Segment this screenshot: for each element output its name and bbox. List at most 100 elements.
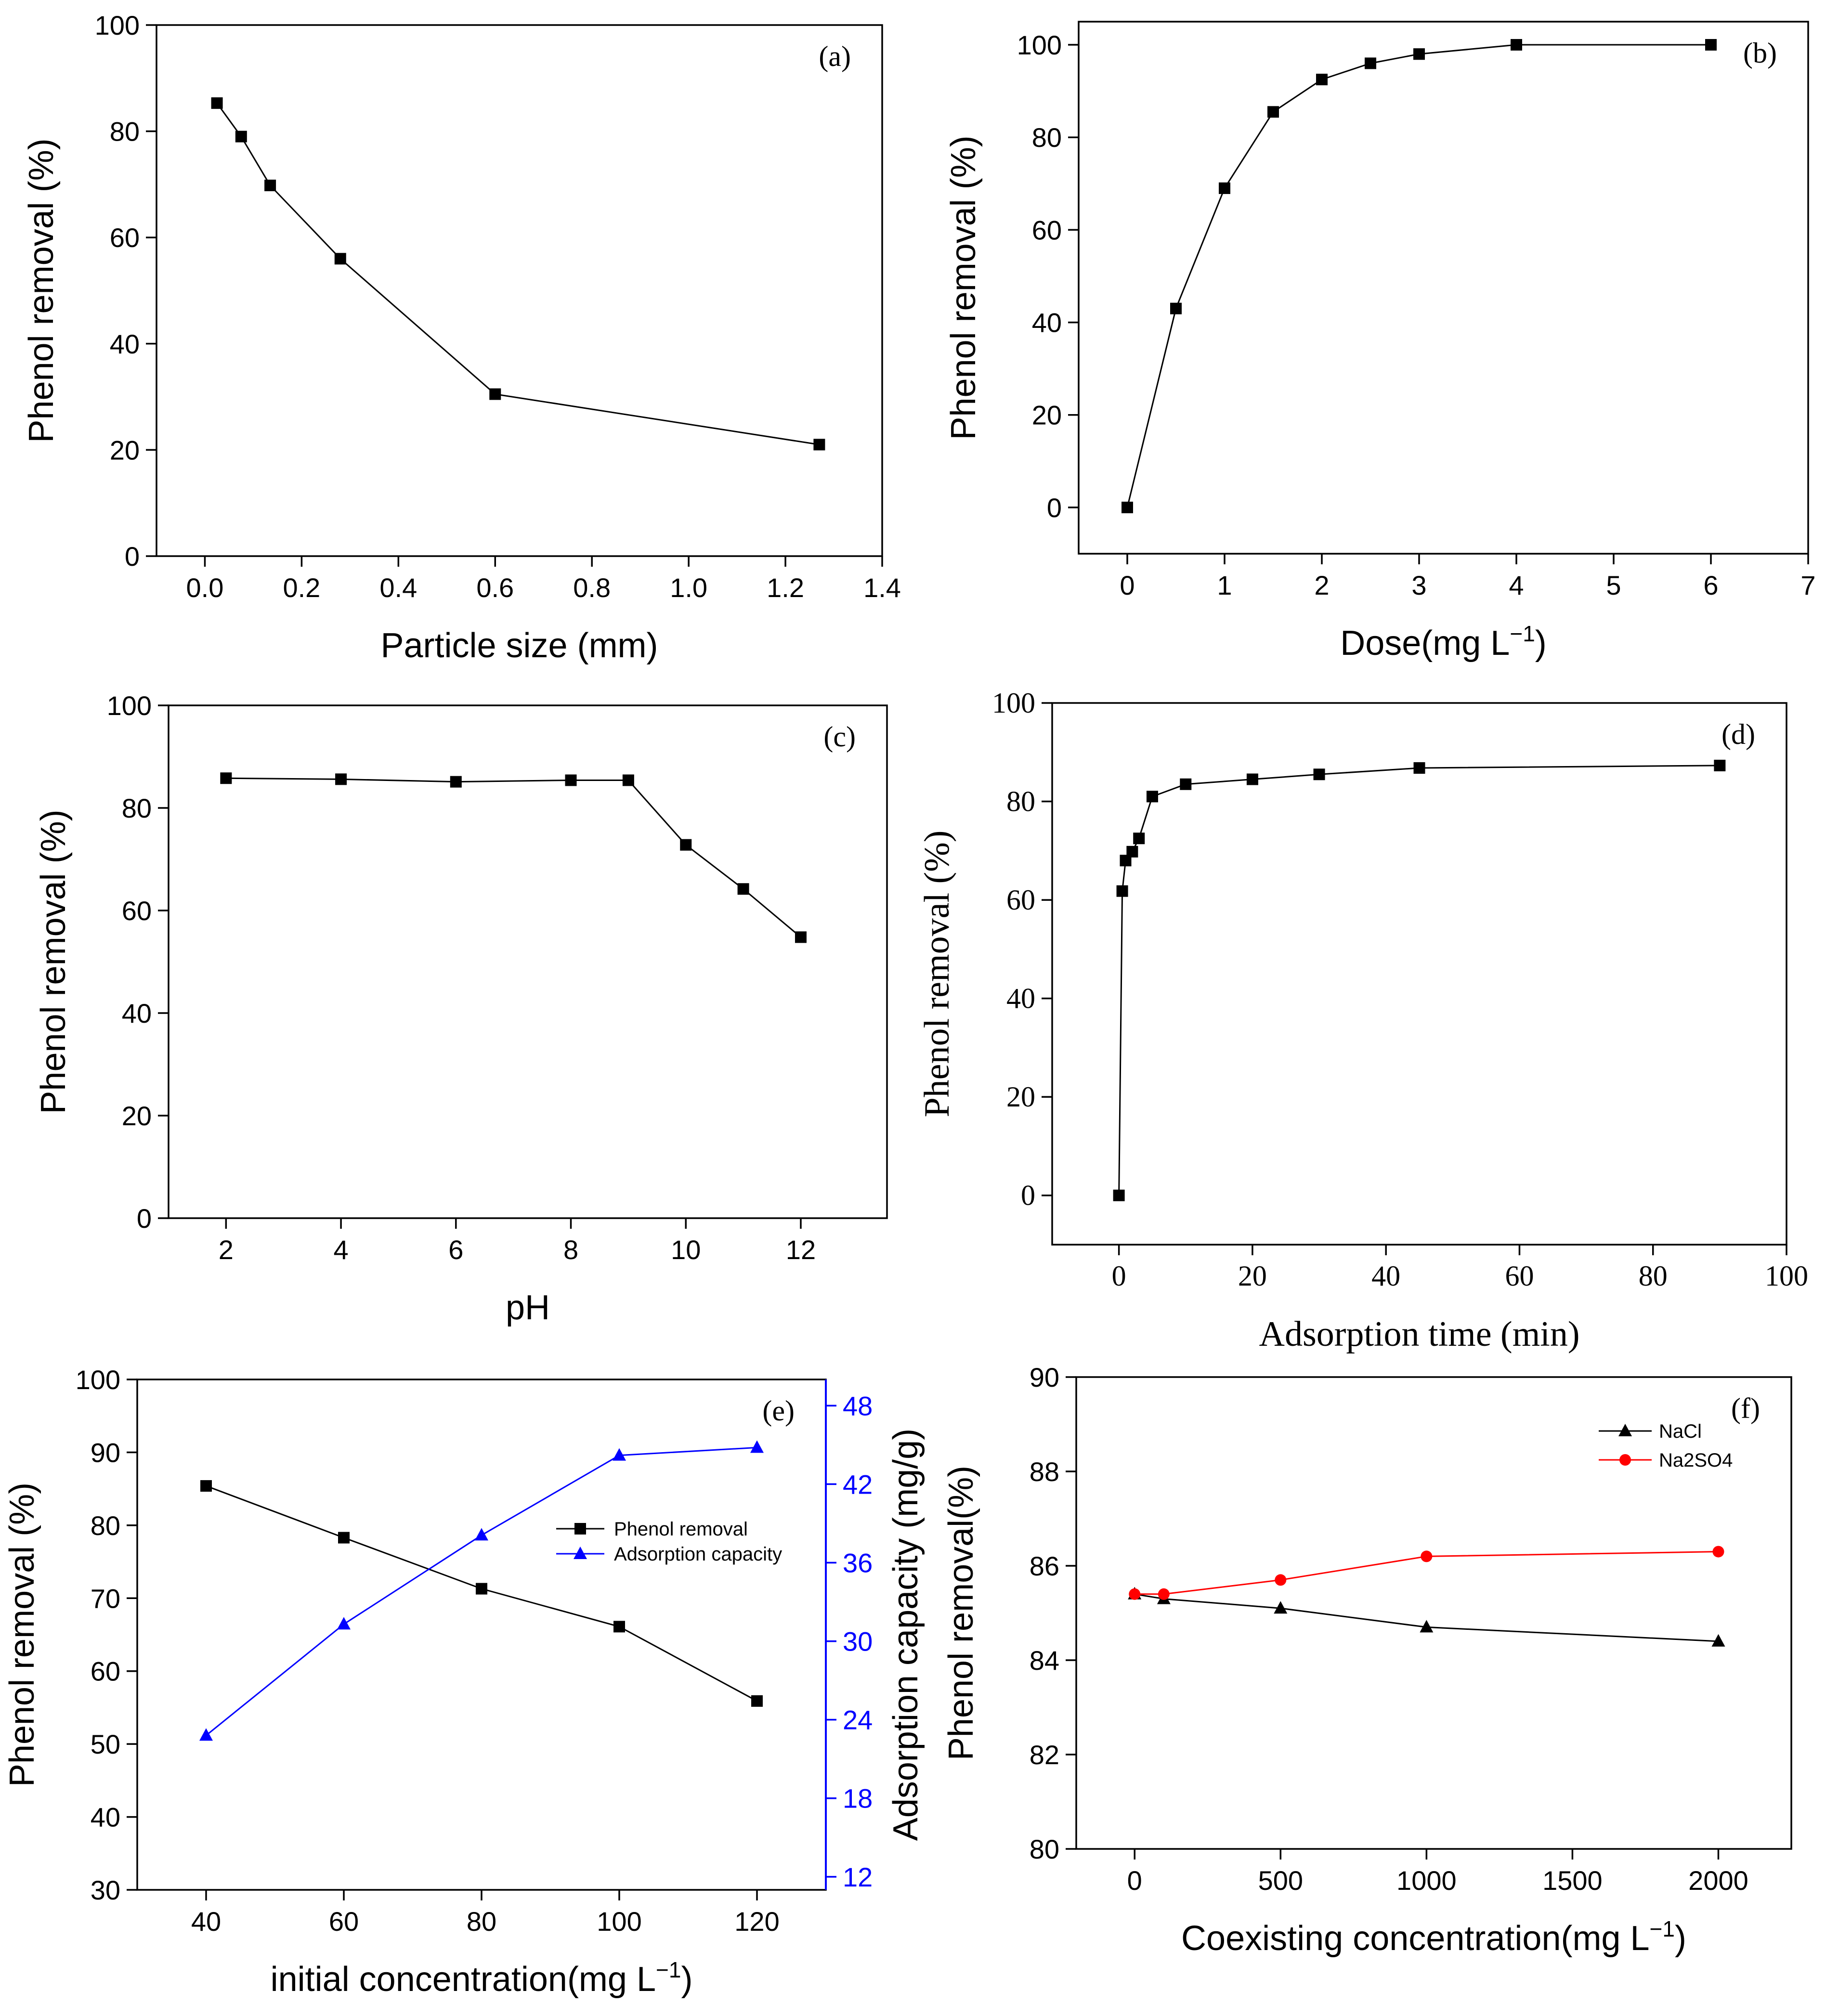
data-point bbox=[1511, 39, 1522, 51]
x-tick-label: 7 bbox=[1800, 570, 1815, 600]
panel-f: 0 500 1000 1500 2000 80 82 84 86 88 90 Coexisting c… bbox=[942, 1362, 1792, 1958]
panel-label: (a) bbox=[819, 40, 851, 72]
panel-b: 0 1 2 3 4 5 6 7 0 20 40 60 80 100 Dose(mg L−1) Phenol r… bbox=[944, 21, 1816, 663]
y-tick-label: 80 bbox=[1032, 122, 1062, 153]
x-tick-label: 1.4 bbox=[863, 572, 901, 603]
y-axis-title: Phenol removal (%) bbox=[3, 1483, 41, 1787]
data-point bbox=[1413, 762, 1425, 774]
y-tick-label: 100 bbox=[76, 1365, 120, 1395]
x-tick-label: 4 bbox=[334, 1235, 349, 1265]
y-tick-label: 20 bbox=[122, 1101, 152, 1131]
x-axis-title-superscript: −1 bbox=[1650, 1916, 1675, 1941]
plot-frame-e bbox=[136, 1379, 827, 1891]
x-tick-label: 2 bbox=[1314, 570, 1329, 600]
data-point bbox=[450, 776, 462, 788]
y-tick-label: 90 bbox=[91, 1437, 120, 1468]
data-point bbox=[750, 1440, 764, 1453]
y-tick-label: 50 bbox=[91, 1729, 120, 1759]
y-tick-label: 40 bbox=[1006, 983, 1035, 1015]
x-tick-label: 0 bbox=[1127, 1865, 1142, 1896]
x-tick-label: 1000 bbox=[1396, 1865, 1457, 1896]
y-tick-label: 30 bbox=[91, 1875, 120, 1905]
x-axis-title: Particle size (mm) bbox=[380, 626, 658, 665]
x-tick-label: 2 bbox=[219, 1235, 234, 1265]
data-point bbox=[334, 253, 346, 265]
data-point bbox=[613, 1621, 625, 1633]
data-point bbox=[235, 130, 247, 143]
data-point bbox=[1126, 845, 1138, 858]
x-tick-label: 100 bbox=[1765, 1260, 1808, 1292]
y-axis-title: Phenol removal (%) bbox=[944, 135, 983, 440]
data-point bbox=[1116, 885, 1128, 897]
y-tick-label: 40 bbox=[91, 1802, 120, 1833]
x-axis-title: pH bbox=[506, 1288, 550, 1327]
x-tick-label: 1 bbox=[1217, 570, 1232, 600]
y2-axis-title: Adsorption capacity (mg/g) bbox=[887, 1429, 925, 1841]
x-tick-label: 40 bbox=[1371, 1260, 1400, 1292]
data-point bbox=[337, 1617, 351, 1630]
x-tick-label: 60 bbox=[329, 1906, 359, 1937]
y-tick-label: 40 bbox=[110, 329, 140, 359]
x-axis-title-superscript: −1 bbox=[656, 1957, 681, 1982]
y2-tick-label: 30 bbox=[843, 1626, 873, 1657]
data-point bbox=[338, 1532, 350, 1544]
y-tick-label: 88 bbox=[1030, 1457, 1059, 1487]
y-axis-title: Phenol removal(%) bbox=[942, 1466, 980, 1760]
y-tick-label: 70 bbox=[91, 1583, 120, 1613]
series-line-phenol-removal bbox=[216, 103, 820, 445]
x-tick-label: 100 bbox=[597, 1906, 641, 1937]
x-tick-label: 500 bbox=[1258, 1865, 1303, 1896]
data-point bbox=[489, 388, 501, 400]
data-point bbox=[795, 931, 807, 943]
x-tick-label: 6 bbox=[448, 1235, 463, 1265]
data-point bbox=[211, 97, 223, 109]
plot-frame-a bbox=[156, 24, 883, 557]
x-tick-label: 0 bbox=[1112, 1260, 1126, 1292]
x-axis-title-text: initial concentration(mg L bbox=[271, 1960, 656, 1999]
y-tick-label: 100 bbox=[992, 687, 1035, 719]
y2-tick-label: 42 bbox=[843, 1469, 873, 1499]
x-tick-label: 1500 bbox=[1542, 1865, 1603, 1896]
x-tick-label: 1.0 bbox=[670, 572, 707, 603]
x-axis-title-text: Coexisting concentration(mg L bbox=[1181, 1919, 1650, 1958]
series-line-phenol-removal bbox=[1118, 765, 1720, 1196]
data-point bbox=[220, 772, 232, 784]
y-axis-title: Phenol removal (%) bbox=[34, 809, 73, 1114]
x-tick-label: 10 bbox=[671, 1235, 701, 1265]
x-tick-label: 0.4 bbox=[379, 572, 417, 603]
y-tick-label: 40 bbox=[1032, 308, 1062, 338]
data-point bbox=[1711, 1634, 1725, 1647]
x-axis-title: Adsorption time (min) bbox=[1259, 1314, 1580, 1354]
y-tick-label: 80 bbox=[1030, 1834, 1059, 1864]
data-point bbox=[200, 1480, 212, 1492]
y-tick-label: 60 bbox=[1006, 884, 1035, 916]
y-tick-label: 80 bbox=[122, 793, 152, 823]
data-point bbox=[613, 1448, 626, 1461]
y-tick-label: 80 bbox=[91, 1510, 120, 1541]
y-tick-label: 60 bbox=[91, 1656, 120, 1687]
y-tick-label: 0 bbox=[1021, 1180, 1035, 1211]
legend-marker bbox=[1619, 1454, 1631, 1466]
x-tick-label: 0.6 bbox=[476, 572, 514, 603]
data-point bbox=[751, 1695, 763, 1707]
x-axis-title: Dose(mg L−1) bbox=[1340, 621, 1547, 663]
y-axis-title: Phenol removal (%) bbox=[917, 831, 957, 1118]
x-tick-label: 6 bbox=[1703, 570, 1718, 600]
y-tick-label: 60 bbox=[110, 222, 140, 253]
plot-frame-b bbox=[1078, 21, 1809, 555]
data-point bbox=[1705, 39, 1717, 51]
x-axis-title-text: pH bbox=[506, 1288, 550, 1327]
y-tick-label: 20 bbox=[110, 435, 140, 465]
data-point bbox=[1246, 773, 1258, 785]
data-point bbox=[1180, 778, 1192, 790]
data-point bbox=[1133, 832, 1145, 845]
legend-marker bbox=[574, 1547, 587, 1559]
x-axis-title-text: Particle size (mm) bbox=[380, 626, 658, 665]
y-tick-label: 100 bbox=[107, 690, 152, 721]
x-axis-title-text: Adsorption time (min) bbox=[1259, 1314, 1580, 1354]
x-tick-label: 80 bbox=[1639, 1260, 1668, 1292]
data-point bbox=[1219, 182, 1230, 194]
x-tick-label: 0.8 bbox=[573, 572, 611, 603]
x-tick-label: 2000 bbox=[1688, 1865, 1748, 1896]
